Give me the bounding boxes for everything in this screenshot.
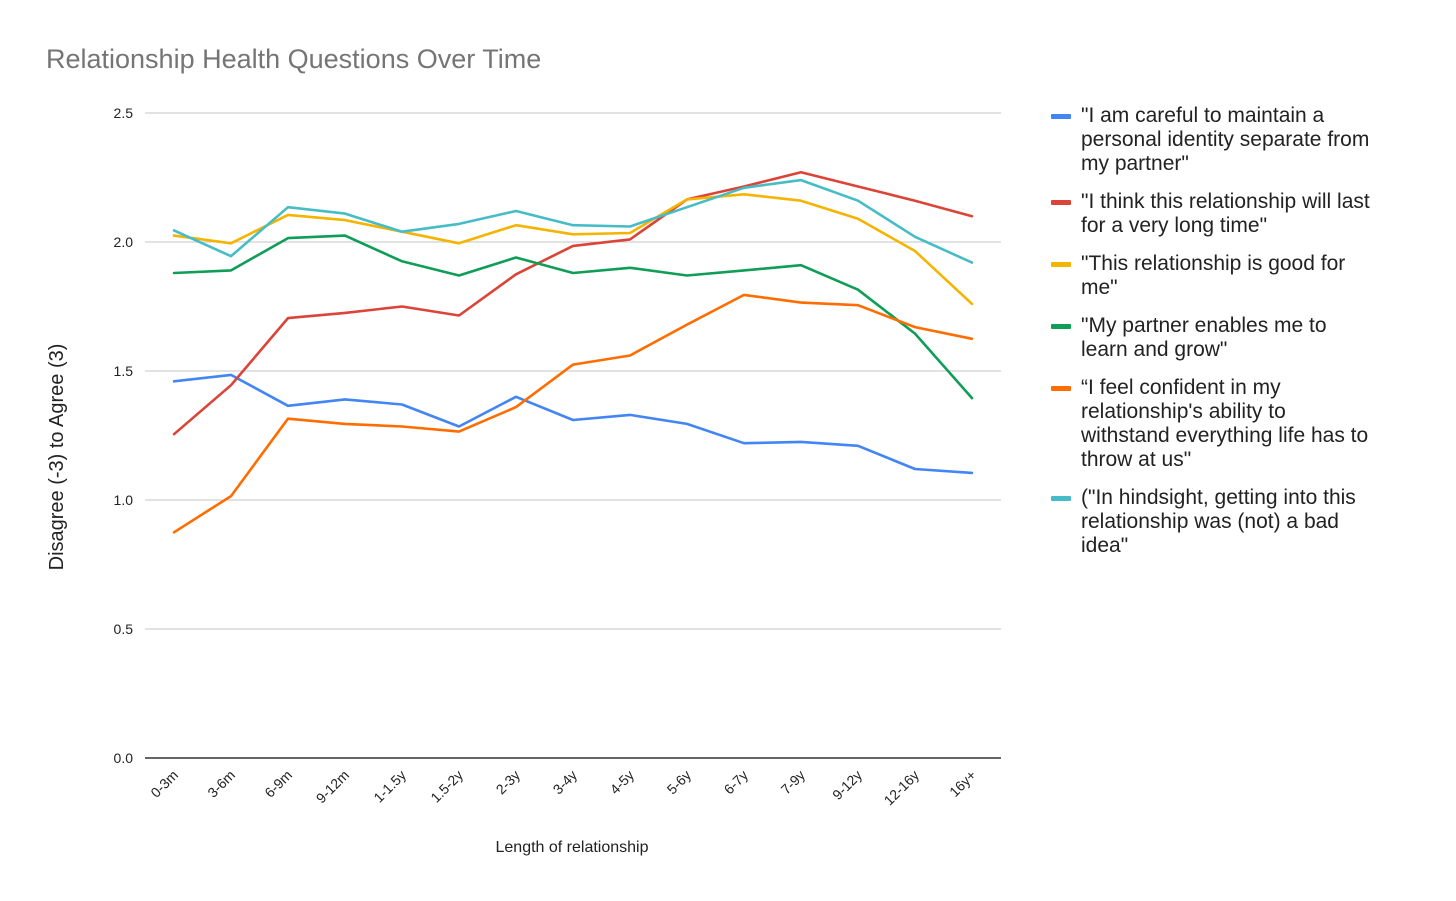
y-tick-label: 0.0: [114, 750, 134, 766]
y-tick-label: 2.5: [114, 105, 134, 121]
legend-item: "I think this relationship will lastfor …: [1051, 190, 1370, 237]
x-tick-label: 3-6m: [204, 767, 238, 801]
legend-label: my partner": [1081, 152, 1189, 175]
legend-label: "This relationship is good for: [1081, 252, 1345, 275]
series-line-5: [172, 293, 974, 534]
gridlines: [145, 112, 1001, 759]
legend-label: for a very long time": [1081, 214, 1267, 237]
x-tick-label: 12-16y: [881, 767, 923, 809]
series-line-4: [172, 234, 974, 400]
y-tick-label: 2.0: [114, 234, 134, 250]
series-line-6: [172, 178, 974, 264]
legend-swatch: [1051, 324, 1071, 329]
x-tick-label: 6-7y: [721, 767, 752, 798]
x-tick-label: 0-3m: [147, 767, 181, 801]
x-axis-ticks: 0-3m 3-6m 6-9m 9-12m 1-1.5y 1.5-2y 2-3y 3-4y 4-5…: [147, 767, 979, 809]
x-tick-label: 1.5-2y: [427, 767, 466, 806]
chart-title: Relationship Health Questions Over Time: [46, 44, 541, 74]
legend-label: personal identity separate from: [1081, 128, 1369, 151]
y-tick-label: 1.5: [114, 363, 134, 379]
series-line-1: [172, 373, 974, 475]
legend-label: relationship's ability to: [1081, 400, 1286, 423]
series-line-3: [172, 193, 974, 306]
legend-label: "My partner enables me to: [1081, 314, 1327, 337]
legend-label: "I think this relationship will last: [1081, 190, 1370, 213]
x-tick-label: 3-4y: [550, 767, 581, 798]
x-tick-label: 2-3y: [493, 767, 524, 798]
legend-label: throw at us": [1081, 448, 1191, 471]
x-tick-label: 5-6y: [664, 767, 695, 798]
series-line-2: [172, 171, 974, 436]
x-tick-label: 6-9m: [261, 767, 295, 801]
legend-label: idea": [1081, 534, 1128, 557]
y-axis-ticks: 0.0 0.5 1.0 1.5 2.0 2.5: [114, 105, 134, 766]
y-tick-label: 1.0: [114, 492, 134, 508]
legend-label: ("In hindsight, getting into this: [1081, 486, 1356, 509]
x-tick-label: 9-12m: [313, 767, 352, 806]
legend-swatch: [1051, 200, 1071, 205]
x-tick-label: 7-9y: [778, 767, 809, 798]
x-tick-label: 4-5y: [607, 767, 638, 798]
legend-label: "I am careful to maintain a: [1081, 104, 1325, 127]
x-tick-label: 1-1.5y: [370, 767, 409, 806]
x-axis-label: Length of relationship: [496, 839, 649, 856]
y-tick-label: 0.5: [114, 621, 134, 637]
x-tick-label: 9-12y: [829, 767, 865, 803]
legend-item: ("In hindsight, getting into thisrelatio…: [1051, 486, 1356, 557]
legend-label: withstand everything life has to: [1080, 424, 1368, 447]
legend-label: relationship was (not) a bad: [1081, 510, 1339, 533]
y-axis-label: Disagree (-3) to Agree (3): [46, 344, 68, 571]
series-lines: [172, 171, 974, 534]
x-tick-label: 16y+: [946, 767, 979, 800]
legend-label: me": [1081, 276, 1118, 299]
legend-label: learn and grow": [1081, 338, 1227, 361]
legend-label: “I feel confident in my: [1081, 376, 1281, 399]
legend-swatch: [1051, 262, 1071, 267]
legend-swatch: [1051, 496, 1071, 501]
legend-swatch: [1051, 386, 1071, 391]
legend-swatch: [1051, 114, 1071, 119]
